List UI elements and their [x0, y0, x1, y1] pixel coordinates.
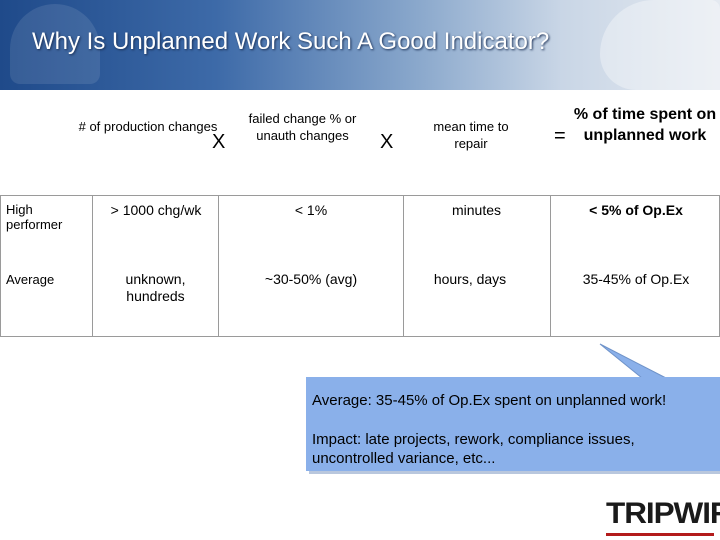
table-bottom-border: [0, 336, 720, 337]
row-label-high-performer: High performer: [6, 202, 63, 232]
cell-failed-change: ~30-50% (avg): [264, 271, 358, 287]
header-mttr: mean time to repair: [433, 119, 509, 151]
cell-mttr: minutes: [451, 202, 502, 218]
callout-box: Average: 35-45% of Op.Ex spent on unplan…: [306, 377, 720, 471]
operator-equals: =: [554, 125, 566, 147]
table-top-border: [0, 195, 720, 196]
row-label-average: Average: [6, 272, 55, 287]
column-divider: [92, 195, 93, 337]
logo-underline: [606, 533, 714, 536]
cell-mttr: hours, days: [433, 271, 507, 287]
tripwire-logo: TRIPWIRE: [606, 497, 720, 530]
cell-failed-change: < 1%: [294, 202, 328, 218]
banner-photo-left: [10, 4, 100, 84]
cell-production-changes: unknown, hundreds: [125, 271, 186, 304]
header-unplanned-work: % of time spent on unplanned work: [573, 106, 717, 144]
callout-line-impact: Impact: late projects, rework, complianc…: [312, 431, 635, 467]
table-left-border: [0, 195, 1, 337]
header-production-changes: # of production changes: [78, 119, 218, 134]
cell-production-changes: > 1000 chg/wk: [110, 202, 202, 218]
column-divider: [550, 195, 551, 337]
column-divider: [403, 195, 404, 337]
cell-unplanned: 35-45% of Op.Ex: [582, 271, 690, 287]
operator-times-2: X: [380, 131, 394, 153]
slide-title: Why Is Unplanned Work Such A Good Indica…: [32, 28, 550, 55]
column-divider: [218, 195, 219, 337]
banner-photo-right: [600, 0, 720, 90]
operator-times-1: X: [212, 131, 226, 153]
callout-line-average: Average: 35-45% of Op.Ex spent on unplan…: [312, 392, 667, 409]
cell-unplanned: < 5% of Op.Ex: [589, 202, 683, 218]
title-banner: [0, 0, 720, 90]
header-failed-change: failed change % or unauth changes: [248, 111, 357, 143]
